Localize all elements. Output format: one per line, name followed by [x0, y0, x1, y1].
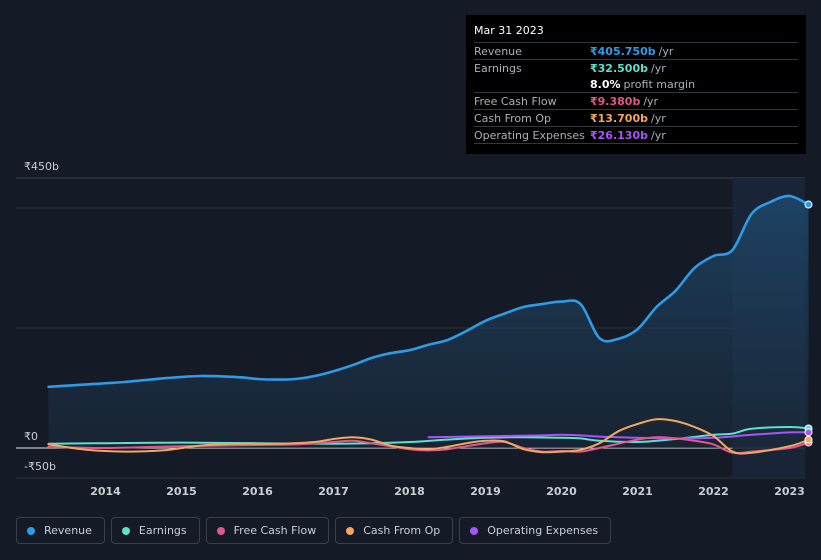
tooltip-row-label: Free Cash Flow	[474, 94, 557, 108]
tooltip-row: 8.0% profit margin	[474, 76, 798, 92]
tooltip-rows: Revenue ₹405.750b/yr Earnings ₹32.500b/yr 8.…	[474, 42, 798, 144]
x-tick-label: 2018	[394, 485, 425, 498]
x-tick-label: 2022	[698, 485, 729, 498]
tooltip-row-value: ₹13.700b	[590, 111, 648, 125]
tooltip-row: Operating Expenses ₹26.130b/yr	[474, 126, 798, 144]
tooltip-row-label: Operating Expenses	[474, 128, 585, 142]
tooltip-row: Earnings ₹32.500b/yr	[474, 59, 798, 76]
legend-label: Free Cash Flow	[233, 524, 317, 537]
free-cash-flow-line	[47, 436, 810, 455]
x-tick-label: 2014	[90, 485, 121, 498]
legend-label: Cash From Op	[363, 524, 441, 537]
revenue-line	[47, 194, 810, 389]
tooltip-row: Cash From Op ₹13.700b/yr	[474, 109, 798, 126]
y-tick-label: ₹450b	[24, 160, 59, 173]
y-tick-label: ₹0	[24, 430, 38, 443]
x-tick-label: 2016	[242, 485, 273, 498]
x-tick-label: 2017	[318, 485, 349, 498]
cash-from-op-line	[47, 418, 810, 455]
x-tick-label: 2020	[546, 485, 577, 498]
tooltip-row-unit: /yr	[658, 44, 674, 58]
legend-dot-icon	[27, 526, 35, 535]
legend-label: Earnings	[138, 524, 187, 537]
legend-item-free-cash-flow[interactable]: Free Cash Flow	[205, 517, 330, 544]
y-axis-labels: ₹450b ₹0 -₹50b	[24, 160, 59, 473]
tooltip-row-label: Cash From Op	[474, 111, 552, 125]
tooltip-row-value: ₹26.130b	[590, 128, 648, 142]
tooltip-row-value: 8.0%	[590, 77, 621, 91]
legend-label: Revenue	[44, 524, 92, 537]
tooltip-row-value: ₹405.750b	[590, 44, 656, 58]
legend: Revenue Earnings Free Cash Flow Cash From O…	[16, 517, 612, 546]
tooltip-row-unit: /yr	[650, 128, 666, 142]
tooltip-row-unit: /yr	[643, 94, 659, 108]
legend-item-earnings[interactable]: Earnings	[110, 517, 200, 544]
tooltip-row-value: ₹9.380b	[590, 94, 641, 108]
tooltip-row-unit: /yr	[650, 61, 666, 75]
x-axis-labels: 2014 2015 2016 2017 2018 2019 2020 2021 2022 2023	[90, 485, 805, 498]
cash-from-op-end-marker	[804, 435, 813, 444]
revenue-area-fill	[48, 195, 809, 448]
tooltip-row: Free Cash Flow ₹9.380b/yr	[474, 92, 798, 109]
legend-item-cash-from-op[interactable]: Cash From Op	[335, 517, 454, 544]
series-lines	[47, 194, 810, 455]
legend-item-revenue[interactable]: Revenue	[16, 517, 105, 544]
x-tick-label: 2019	[470, 485, 501, 498]
revenue-area	[48, 195, 809, 448]
tooltip-row-label: Revenue	[474, 44, 522, 58]
legend-dot-icon	[216, 526, 225, 535]
y-tick-label: -₹50b	[24, 460, 56, 473]
x-tick-label: 2023	[774, 485, 805, 498]
tooltip-row: Revenue ₹405.750b/yr	[474, 42, 798, 59]
end-markers	[804, 200, 813, 447]
operating-expenses-end-marker	[804, 428, 813, 437]
tooltip-row-unit: profit margin	[623, 77, 696, 91]
legend-dot-icon	[121, 526, 130, 535]
tooltip-date: Mar 31 2023	[474, 24, 544, 37]
legend-item-operating-expenses[interactable]: Operating Expenses	[459, 517, 612, 544]
chart-area: ₹450b ₹0 -₹50b 2014 2015 2016 2017 2018 2019 202…	[16, 160, 813, 498]
x-tick-label: 2021	[622, 485, 653, 498]
tooltip-row-unit: /yr	[650, 111, 666, 125]
tooltip-row-label: Earnings	[474, 61, 522, 75]
x-tick-label: 2015	[166, 485, 197, 498]
legend-label: Operating Expenses	[487, 524, 599, 537]
tooltip: Mar 31 2023 Revenue ₹405.750b/yr Earnings ₹…	[466, 15, 806, 154]
revenue-end-marker	[804, 200, 813, 209]
legend-dot-icon	[346, 526, 355, 535]
legend-dot-icon	[470, 526, 479, 535]
tooltip-row-value: ₹32.500b	[590, 61, 648, 75]
